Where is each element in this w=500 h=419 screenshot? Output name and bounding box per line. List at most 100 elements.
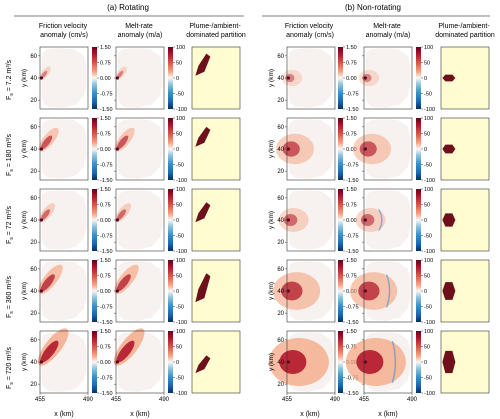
cb-label-non-r4-c0-1: 0.75 [346,345,357,351]
cb-label-rot-r4-c1-1: 50 [176,345,182,351]
cb-label-non-r0-c0-2: 0.00 [346,76,357,82]
panel-title-non-rotating: (b) Non-rotating [345,3,401,12]
colorbar-rot-r1-c1 [168,118,173,180]
cb-label-rot-r2-c0-2: 0.00 [100,218,111,224]
partition-plume-non-r1-c2 [442,144,456,154]
cb-label-non-r2-c0-3: -0.75 [346,234,359,240]
ylabel-rot-r1-c0: y (km) [21,140,28,158]
xtick-label-rot-r4-c1-455: 455 [111,397,122,403]
colorbar-rot-r4-c0 [92,331,97,393]
plume-core-rot-r4-c1 [116,340,135,363]
cb-label-rot-r4-c1-0: 100 [176,329,185,335]
cb-label-rot-r1-c1-2: 0 [176,147,179,153]
cb-label-rot-r1-c1-0: 100 [176,116,185,122]
partition-plume-non-r4-c2 [442,350,456,374]
cb-label-non-r2-c1-4: -100 [424,249,435,255]
plume-core-non-r3-c1 [358,281,380,301]
ytick-label-rot-r2-c0-20: 20 [30,240,37,246]
colorbar-non-r0-c0 [338,47,343,109]
cb-label-rot-r4-c0-2: 0.00 [100,360,111,366]
colorbar-non-r0-c1 [416,47,421,109]
ylabel-rot-r2-c0: y (km) [21,211,28,229]
colorbar-rot-r1-c0 [92,118,97,180]
row-label-3: Fs = 360 m³/s [6,276,15,318]
plume-group-rot-r3-c0 [38,264,63,294]
row-label-0-rest: = 7.2 m³/s [6,59,13,93]
ytick-label-non-r3-c0-40: 40 [277,289,284,295]
xtick-label-non-r4-c0-490: 490 [330,397,341,403]
row-label-1-base: F [6,172,13,176]
colorbar-non-r4-c1 [416,331,421,393]
ytick-label-rot-r0-c0-60: 60 [30,54,37,60]
source-non-r1-c1 [363,147,367,151]
plume-core-rot-r2-c1 [116,209,126,221]
ytick-label-rot-r4-c0-40: 40 [30,360,37,366]
ylabel-non-r3-c0: y (km) [268,282,275,300]
source-non-r4-c1 [363,360,367,364]
col-title-partition-non-l2: dominated partition [435,32,495,39]
cb-label-non-r3-c0-4: -1.50 [346,320,359,326]
cb-label-rot-r4-c1-3: -50 [176,376,184,382]
cb-label-rot-r2-c1-0: 100 [176,187,185,193]
ytick-label-non-r0-c0-40: 40 [277,76,284,82]
plume-group-rot-r4-c0 [37,328,69,366]
xtick-label-rot-r4-c0-490: 490 [83,397,94,403]
colorbar-rot-r0-c1 [168,47,173,109]
cb-label-non-r3-c1-2: 0 [424,289,427,295]
partition-plume-rot-r0-c2 [195,53,211,76]
row-label-2-base: F [6,240,13,244]
col-title-friction-rot: Friction velocity anomaly (cm/s) [39,23,89,39]
cb-label-non-r0-c0-4: -1.50 [346,107,359,113]
cb-label-non-r1-c1-1: 50 [424,132,430,138]
cb-label-non-r0-c1-2: 0 [424,76,427,82]
domain-rot-r2-c1 [117,190,163,250]
ytick-label-rot-r3-c0-20: 20 [30,311,37,317]
frame-non-r3-c2 [440,259,490,323]
plume-core-rot-r4-c0 [40,340,59,363]
col-title-melt-rot: Melt-rate anomaly (m/a) [118,23,163,39]
plume-core-non-r4-c1 [356,350,384,374]
cb-label-non-r2-c1-3: -50 [424,234,432,240]
cb-label-rot-r0-c0-2: 0.00 [100,76,111,82]
plume-group-rot-r1-c1 [114,127,135,152]
cb-label-rot-r1-c1-1: 50 [176,132,182,138]
xlabel-melt-rot: x (km) [130,411,149,418]
colorbar-non-r1-c0 [338,118,343,180]
cb-label-non-r2-c1-2: 0 [424,218,427,224]
cb-label-rot-r3-c0-4: -1.50 [100,320,113,326]
plume-core-rot-r1-c0 [40,135,53,150]
cb-label-non-r3-c1-3: -50 [424,305,432,311]
ytick-label-rot-r0-c0-40: 40 [30,76,37,82]
col-title-melt-non: Melt-rate anomaly (m/a) [366,23,411,39]
colorbar-non-r3-c1 [416,260,421,322]
frame-non-r2-c2 [440,188,490,252]
cb-label-non-r4-c1-4: -100 [424,391,435,397]
source-non-r0-c0 [286,76,290,80]
cb-label-non-r3-c0-1: 0.75 [346,274,357,280]
plume-group-rot-r3-c1 [114,264,139,294]
plume-group-rot-r0-c1 [115,66,127,80]
source-rot-r1-c0 [39,147,43,151]
ylabel-non-r2-c0: y (km) [268,211,275,229]
plume-core-rot-r3-c0 [40,274,55,292]
cb-label-rot-r1-c0-0: 1.50 [100,116,111,122]
col-title-friction-rot-l2: anomaly (cm/s) [40,32,88,39]
cb-label-non-r0-c0-0: 1.50 [346,45,357,51]
refreeze-non-r3-c1 [385,274,391,308]
col-title-melt-rot-l2: anomaly (m/a) [118,32,163,39]
frame-non-r1-c2 [440,117,490,181]
cb-label-rot-r0-c0-3: -0.75 [100,92,113,98]
cb-label-non-r0-c1-0: 100 [424,45,433,51]
source-non-r3-c1 [363,289,367,293]
ytick-label-non-r0-c0-60: 60 [277,54,284,60]
col-title-partition-rot-l1: Plume-/ambient- [189,23,241,30]
cb-label-non-r3-c0-3: -0.75 [346,305,359,311]
row-label-1-rest: = 180 m³/s [6,134,13,170]
source-rot-r3-c1 [115,289,119,293]
cb-label-non-r3-c1-4: -100 [424,320,435,326]
frame-rot-r3-c2 [191,259,241,323]
col-title-partition-rot-l2: dominated partition [186,32,246,39]
colorbar-rot-r2-c1 [168,189,173,251]
colorbar-rot-r0-c0 [92,47,97,109]
cb-label-rot-r4-c0-4: -1.50 [100,391,113,397]
